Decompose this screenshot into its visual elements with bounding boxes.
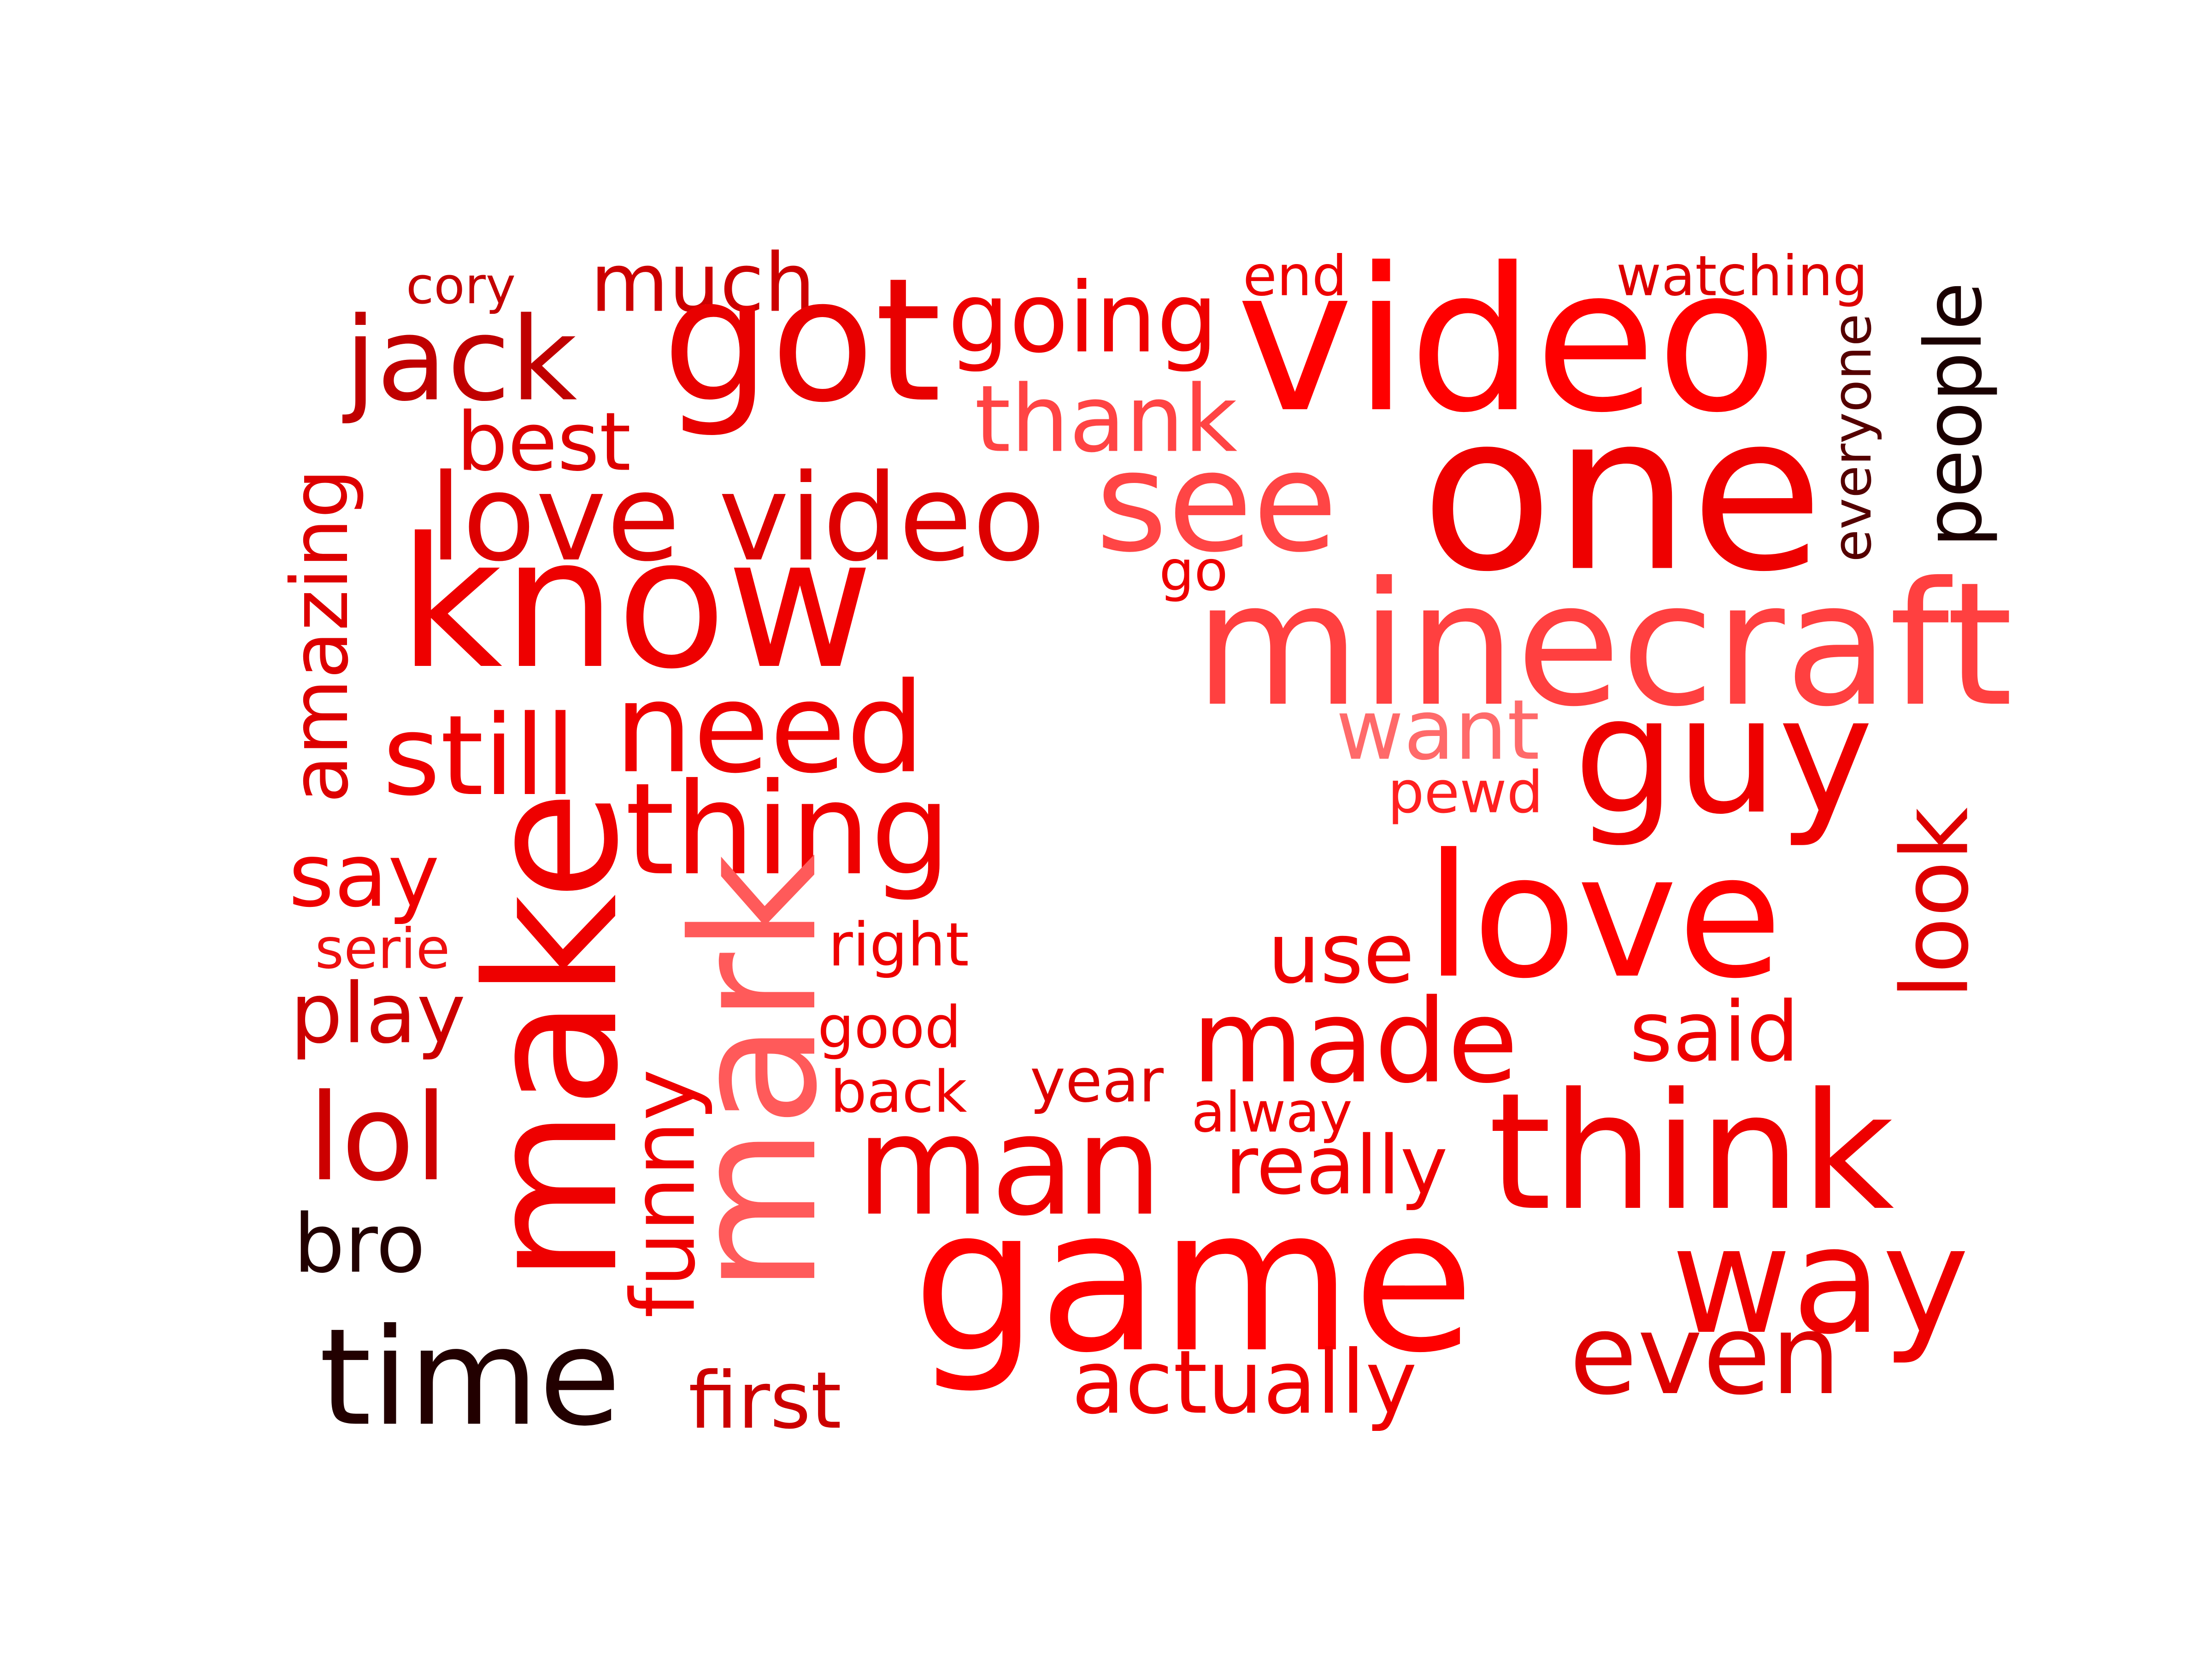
word-look: look — [1882, 807, 1989, 999]
word-lol: lol — [308, 1069, 448, 1208]
word-jack: jack — [342, 293, 577, 427]
word-amazing: amazing — [275, 469, 366, 803]
word-time: time — [319, 1300, 621, 1456]
word-good: good — [818, 994, 961, 1061]
word-serie: serie — [315, 918, 450, 982]
word-best: best — [457, 396, 631, 489]
word-year: year — [1030, 1046, 1164, 1116]
word-alway: alway — [1191, 1081, 1353, 1145]
word-video: video — [1236, 226, 1778, 456]
word-go: go — [1159, 540, 1228, 604]
word-bro: bro — [294, 1198, 425, 1291]
word-much: much — [590, 237, 816, 330]
word-love-video: love video — [429, 449, 1046, 588]
word-mark: mark — [657, 854, 855, 1294]
word-people: people — [1908, 282, 2000, 547]
word-first: first — [688, 1355, 841, 1447]
word-actually: actually — [1071, 1332, 1417, 1434]
word-man: man — [856, 1086, 1163, 1247]
word-say: say — [288, 825, 440, 927]
word-game: game — [912, 1166, 1475, 1396]
word-really: really — [1225, 1119, 1448, 1213]
word-minecraft: minecraft — [1194, 546, 2013, 744]
word-right: right — [828, 910, 969, 980]
word-want: want — [1336, 682, 1540, 779]
word-one: one — [1421, 367, 1824, 619]
word-use: use — [1268, 906, 1415, 1002]
word-funny: funny — [613, 1069, 715, 1318]
word-way: way — [1671, 1195, 1969, 1367]
word-think: think — [1488, 1058, 1894, 1246]
word-watching: watching — [1616, 245, 1868, 309]
word-know: know — [399, 499, 874, 708]
word-got: got — [662, 242, 941, 440]
word-made: made — [1191, 975, 1518, 1109]
word-pewd: pewd — [1388, 759, 1543, 826]
word-everyone: everyone — [1822, 314, 1883, 562]
word-thing: thing — [625, 756, 951, 903]
word-make: make — [448, 790, 658, 1284]
word-back: back — [830, 1059, 967, 1126]
word-need: need — [614, 656, 925, 801]
word-end: end — [1243, 245, 1347, 309]
word-even: even — [1569, 1290, 1841, 1419]
word-still: still — [382, 691, 576, 820]
word-said: said — [1630, 984, 1799, 1081]
word-play: play — [290, 966, 465, 1062]
word-see: see — [1095, 422, 1337, 583]
word-cory: cory — [406, 256, 516, 315]
word-love: love — [1425, 818, 1783, 1016]
word-going: going — [948, 262, 1218, 375]
word-guy: guy — [1573, 662, 1873, 850]
word-thank: thank — [975, 366, 1237, 473]
